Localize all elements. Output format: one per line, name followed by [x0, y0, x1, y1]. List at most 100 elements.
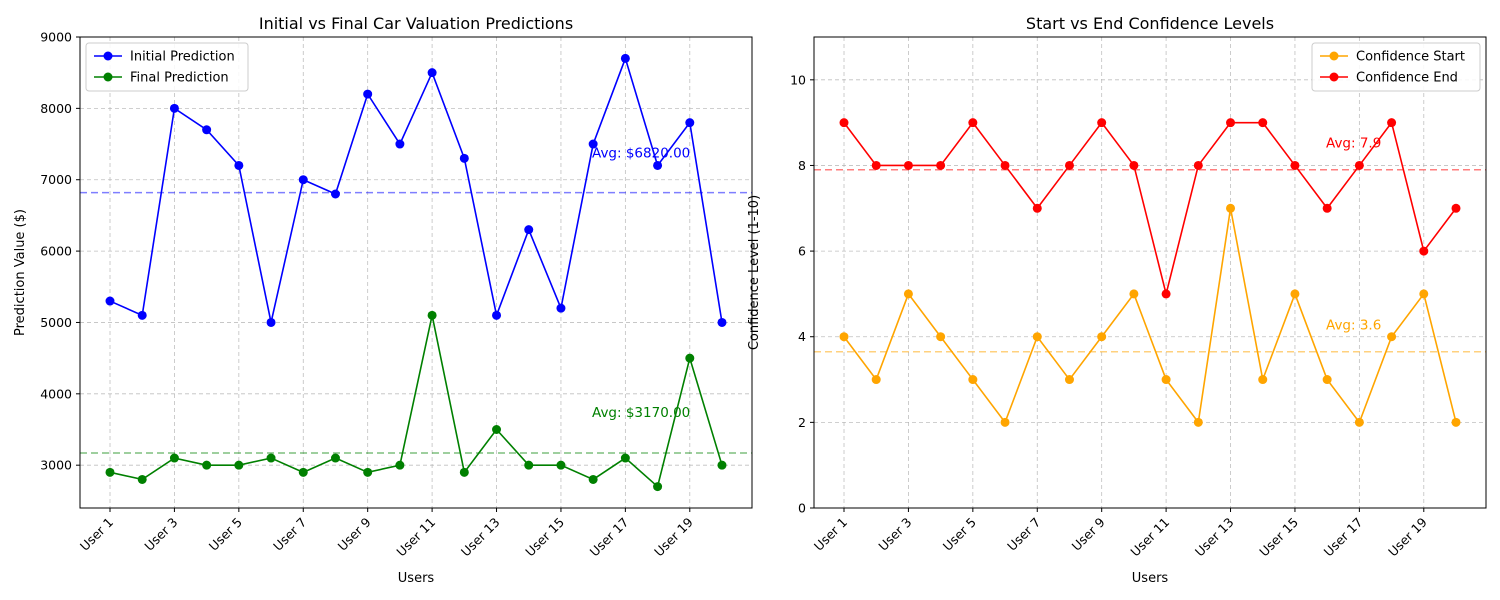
data-point-final-prediction	[427, 310, 437, 320]
x-tick-label: User 13	[1192, 515, 1237, 560]
data-point-final-prediction	[363, 467, 373, 477]
data-point-final-prediction	[105, 467, 115, 477]
chart-title: Initial vs Final Car Valuation Predictio…	[259, 14, 573, 33]
data-point-initial-prediction	[685, 118, 695, 128]
chart-title: Start vs End Confidence Levels	[1026, 14, 1274, 33]
legend-label-confidence-end: Confidence End	[1356, 71, 1458, 86]
average-label-confidence-start: Avg: 3.6	[1326, 318, 1381, 334]
x-tick-label: User 5	[206, 515, 245, 554]
data-point-confidence-end	[1451, 203, 1461, 213]
legend-swatch-marker	[1329, 51, 1339, 61]
data-point-initial-prediction	[105, 296, 115, 306]
x-tick-label: User 5	[940, 515, 979, 554]
data-point-confidence-start	[1258, 375, 1268, 385]
data-point-confidence-start	[1161, 375, 1171, 385]
data-point-confidence-start	[1226, 203, 1236, 213]
x-tick-label: User 15	[522, 515, 567, 560]
data-point-initial-prediction	[395, 139, 405, 149]
data-point-confidence-end	[936, 160, 946, 170]
data-point-confidence-start	[968, 375, 978, 385]
data-point-final-prediction	[685, 353, 695, 363]
x-tick-label: User 19	[651, 514, 696, 559]
data-point-initial-prediction	[266, 317, 276, 327]
data-point-final-prediction	[492, 425, 502, 434]
data-point-initial-prediction	[234, 160, 244, 170]
data-point-final-prediction	[266, 453, 276, 463]
y-axis-label: Confidence Level (1-10)	[747, 195, 762, 350]
x-tick-label: User 9	[335, 514, 374, 553]
data-point-initial-prediction	[298, 175, 308, 185]
legend-swatch-marker	[103, 51, 113, 61]
data-point-confidence-end	[839, 118, 849, 128]
x-tick-label: User 1	[77, 515, 116, 554]
y-tick-label: 4000	[40, 386, 72, 401]
data-point-final-prediction	[524, 460, 534, 470]
data-point-confidence-end	[1129, 160, 1139, 170]
data-point-final-prediction	[620, 453, 630, 463]
legend-label-final-prediction: Final Prediction	[130, 71, 229, 86]
x-tick-label: User 9	[1069, 514, 1108, 553]
data-point-final-prediction	[234, 460, 244, 470]
data-point-confidence-start	[871, 375, 881, 385]
x-tick-label: User 11	[1127, 515, 1172, 560]
y-tick-label: 6000	[40, 244, 72, 259]
x-tick-label: User 17	[587, 515, 632, 560]
data-point-confidence-start	[1290, 289, 1300, 299]
data-point-confidence-start	[839, 332, 849, 342]
data-point-initial-prediction	[363, 89, 373, 99]
data-point-confidence-end	[1322, 203, 1332, 213]
y-tick-label: 8000	[40, 101, 72, 116]
axes-frame	[79, 36, 753, 509]
data-point-confidence-end	[1193, 160, 1203, 170]
y-tick-label: 0	[798, 501, 806, 516]
data-point-initial-prediction	[169, 103, 179, 113]
x-tick-label: User 17	[1321, 515, 1366, 560]
y-tick-label: 10	[790, 72, 806, 87]
x-tick-label: User 3	[875, 515, 914, 554]
data-point-confidence-start	[1000, 417, 1010, 427]
x-axis-label: Users	[398, 571, 435, 586]
x-tick-label: User 7	[270, 515, 309, 554]
average-label-initial-prediction: Avg: $6820.00	[592, 146, 690, 162]
data-point-initial-prediction	[556, 303, 566, 313]
series-line-confidence-start	[843, 208, 1457, 425]
data-point-confidence-start	[1451, 417, 1461, 427]
data-point-initial-prediction	[330, 189, 340, 199]
legend: Confidence Start Confidence End	[1311, 42, 1481, 92]
data-point-confidence-start	[1097, 332, 1107, 342]
data-point-final-prediction	[137, 474, 147, 484]
data-point-final-prediction	[588, 474, 598, 484]
y-tick-label: 3000	[40, 458, 72, 473]
data-point-confidence-start	[1387, 332, 1397, 342]
data-point-confidence-start	[903, 289, 913, 299]
legend-label-confidence-start: Confidence Start	[1356, 50, 1465, 65]
data-point-final-prediction	[202, 460, 212, 470]
data-point-final-prediction	[556, 460, 566, 470]
x-tick-label: User 13	[458, 515, 503, 560]
legend: Initial Prediction Final Prediction	[85, 42, 249, 92]
y-tick-label: 6	[798, 244, 806, 259]
y-tick-label: 9000	[40, 30, 72, 45]
data-point-confidence-end	[1032, 203, 1042, 213]
data-point-confidence-end	[1419, 246, 1429, 256]
x-axis-label: Users	[1132, 571, 1169, 586]
legend-swatch-marker	[1329, 72, 1339, 82]
data-point-initial-prediction	[717, 317, 727, 327]
data-point-final-prediction	[169, 453, 179, 463]
data-point-initial-prediction	[524, 225, 534, 235]
x-tick-label: User 11	[393, 515, 438, 560]
legend-swatch-marker	[103, 72, 113, 82]
data-point-initial-prediction	[653, 160, 663, 170]
data-point-confidence-end	[1226, 118, 1236, 128]
data-point-confidence-start	[1193, 417, 1203, 427]
legend-label-initial-prediction: Initial Prediction	[130, 50, 235, 65]
x-tick-label: User 7	[1004, 515, 1043, 554]
data-point-confidence-start	[936, 332, 946, 342]
data-point-initial-prediction	[202, 125, 212, 135]
x-tick-label: User 1	[811, 515, 850, 554]
valuation-chart-panel: Avg: $6820.00 Avg: $3170.00 3000 4000 5000 60…	[13, 14, 753, 586]
data-point-initial-prediction	[459, 153, 469, 163]
confidence-chart-panel: Avg: 3.6 Avg: 7.9 0 2 4 6 8 10 User 1 User 3 User …	[747, 14, 1487, 586]
data-point-final-prediction	[717, 460, 727, 470]
